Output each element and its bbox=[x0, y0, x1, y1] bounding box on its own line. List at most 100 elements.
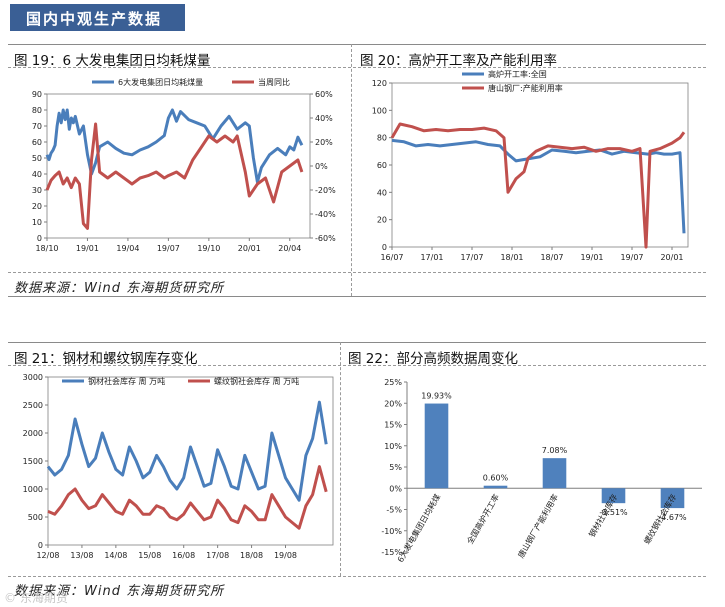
c22-bar-1 bbox=[424, 403, 449, 489]
c21-xtick-label: 19/08 bbox=[274, 551, 297, 560]
c20-ytick-label: 100 bbox=[372, 106, 387, 115]
c20-xtick-label: 17/07 bbox=[460, 253, 483, 262]
c19-ytick-right-label: 0% bbox=[315, 162, 328, 171]
c21-ytick-label: 1000 bbox=[23, 485, 43, 494]
c19-legend-label-2: 当周同比 bbox=[258, 77, 290, 87]
c21-legend-label-2: 螺纹钢社会库存 周 万吨 bbox=[214, 376, 299, 386]
c22-ytick-label: -5% bbox=[386, 506, 402, 515]
c22-category-label-2: 全国高炉开工率 bbox=[465, 492, 502, 545]
c20-xtick-label: 20/01 bbox=[660, 253, 683, 262]
c19-ytick-right-label: 40% bbox=[315, 114, 333, 123]
c19-ytick-label: 0 bbox=[37, 234, 42, 243]
c20-ytick-label: 0 bbox=[382, 243, 387, 252]
c22-ytick-label: -15% bbox=[381, 548, 402, 557]
panel-title-19: 图 19：6 大发电集团日均耗煤量 bbox=[14, 53, 211, 69]
panel-title-20: 图 20：高炉开工率及产能利用率 bbox=[360, 53, 557, 69]
c19-ytick-label: 40 bbox=[32, 170, 42, 179]
chart-divider-bottom bbox=[8, 576, 706, 577]
c21-xtick-label: 17/08 bbox=[206, 551, 229, 560]
panel-title-22: 图 22：部分高频数据周变化 bbox=[348, 351, 518, 367]
c22-data-label-3: 7.08% bbox=[542, 446, 568, 455]
chart-divider bbox=[8, 272, 706, 273]
c19-xtick-label: 19/01 bbox=[76, 244, 99, 253]
c19-ytick-right-label: 60% bbox=[315, 90, 333, 99]
c19-series-1 bbox=[45, 108, 304, 184]
c21-xtick-label: 15/08 bbox=[138, 551, 161, 560]
c22-ytick-label: 0% bbox=[389, 484, 402, 493]
c19-ytick-label: 50 bbox=[32, 154, 42, 163]
c22-ytick-label: 25% bbox=[384, 378, 402, 387]
c21-ytick-label: 2000 bbox=[23, 429, 43, 438]
c22-data-label-5: -4.67% bbox=[658, 513, 687, 522]
c20-xtick-label: 18/07 bbox=[540, 253, 563, 262]
c19-ytick-label: 60 bbox=[32, 138, 42, 147]
c19-ytick-right-label: -40% bbox=[315, 210, 336, 219]
c19-xtick-label: 19/10 bbox=[197, 244, 220, 253]
section-title: 国内中观生产数据 bbox=[26, 10, 163, 28]
c22-ytick-label: 20% bbox=[384, 399, 402, 408]
c21-xtick-label: 14/08 bbox=[104, 551, 127, 560]
c20-xtick-label: 16/07 bbox=[380, 253, 403, 262]
c21-ytick-label: 3000 bbox=[23, 373, 43, 382]
top-border-bottom bbox=[8, 342, 706, 343]
c19-ytick-label: 10 bbox=[32, 218, 42, 227]
c20-legend-label-2: 唐山钢厂:产能利用率 bbox=[488, 83, 563, 93]
c19-ytick-label: 90 bbox=[32, 90, 42, 99]
c20-ytick-label: 120 bbox=[372, 79, 387, 88]
c20-ytick-label: 40 bbox=[377, 188, 387, 197]
c19-ytick-right-label: 20% bbox=[315, 138, 333, 147]
c19-xtick-label: 20/01 bbox=[238, 244, 261, 253]
c22-data-label-1: 19.93% bbox=[421, 392, 452, 401]
title-divider-bottom bbox=[8, 365, 706, 366]
c19-ytick-right-label: -20% bbox=[315, 186, 336, 195]
c21-xtick-label: 16/08 bbox=[172, 551, 195, 560]
c22-data-label-4: -3.51% bbox=[599, 508, 628, 517]
c19-legend-label-1: 6大发电集团日均耗煤量 bbox=[118, 77, 203, 87]
c22-bar-2 bbox=[483, 485, 508, 489]
c19-xtick-label: 19/07 bbox=[157, 244, 180, 253]
c19-ytick-label: 80 bbox=[32, 106, 42, 115]
c19-ytick-label: 30 bbox=[32, 186, 42, 195]
c21-series-2 bbox=[47, 465, 328, 530]
source-note-bottom: 数据来源：Wind 东海期货研究所 bbox=[14, 584, 225, 599]
c19-xtick-label: 20/04 bbox=[278, 244, 301, 253]
c22-bar-4 bbox=[601, 488, 626, 504]
c21-series-1 bbox=[46, 400, 328, 502]
watermark: © 东海期货 bbox=[4, 591, 68, 605]
c20-legend-label-1: 高炉开工率:全国 bbox=[488, 69, 547, 79]
c20-ytick-label: 20 bbox=[377, 216, 387, 225]
c19-ytick-label: 70 bbox=[32, 122, 42, 131]
c21-ytick-label: 1500 bbox=[23, 457, 43, 466]
c21-xtick-label: 13/08 bbox=[70, 551, 93, 560]
c21-ytick-label: 2500 bbox=[23, 401, 43, 410]
c19-series-2 bbox=[45, 122, 304, 230]
panel-title-21: 图 21：钢材和螺纹钢库存变化 bbox=[14, 351, 198, 367]
c20-ytick-label: 80 bbox=[377, 134, 387, 143]
c21-legend-label-1: 钢材社会库存 周 万吨 bbox=[88, 376, 165, 386]
c19-xtick-label: 19/04 bbox=[116, 244, 139, 253]
c22-ytick-label: 10% bbox=[384, 442, 402, 451]
top-border bbox=[8, 44, 706, 45]
c20-xtick-label: 18/01 bbox=[500, 253, 523, 262]
c20-xtick-label: 19/01 bbox=[580, 253, 603, 262]
c19-xtick-label: 18/10 bbox=[35, 244, 58, 253]
section-banner: 国内中观生产数据 bbox=[10, 4, 185, 31]
c22-ytick-label: -10% bbox=[381, 527, 402, 536]
c20-series-2 bbox=[390, 122, 686, 249]
title-divider bbox=[8, 67, 706, 68]
vertical-divider-top bbox=[351, 44, 352, 296]
c19-ytick-right-label: -60% bbox=[315, 234, 336, 243]
c19-ytick-label: 20 bbox=[32, 202, 42, 211]
vertical-divider-bottom bbox=[340, 342, 341, 576]
c22-bar-5 bbox=[660, 488, 685, 509]
c22-ytick-label: 15% bbox=[384, 421, 402, 430]
c22-category-label-3: 唐山钢厂产能利用率 bbox=[516, 492, 561, 559]
c21-xtick-label: 12/08 bbox=[36, 551, 59, 560]
c21-ytick-label: 500 bbox=[28, 513, 43, 522]
c22-data-label-2: 0.60% bbox=[483, 474, 509, 483]
c21-xtick-label: 18/08 bbox=[240, 551, 263, 560]
c22-bar-3 bbox=[542, 458, 567, 489]
c20-ytick-label: 60 bbox=[377, 161, 387, 170]
c21-ytick-label: 0 bbox=[38, 541, 43, 550]
